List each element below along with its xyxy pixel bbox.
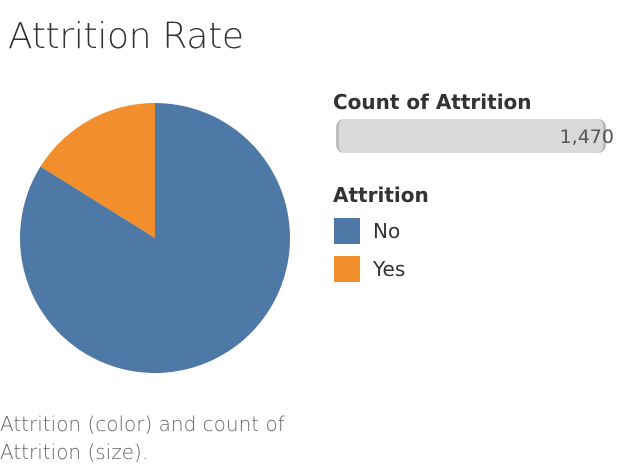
legend-label-no: No — [373, 219, 401, 243]
pie-slice-no[interactable] — [20, 103, 291, 374]
legend-item-yes[interactable]: Yes — [334, 256, 405, 282]
legend-item-no[interactable]: No — [334, 218, 400, 244]
pie-svg — [20, 103, 291, 374]
legend-swatch-yes — [334, 256, 360, 282]
legend-swatch-no — [334, 218, 360, 244]
color-legend-title: Attrition — [333, 183, 429, 207]
pie-slice-yes[interactable] — [40, 103, 156, 238]
pie-chart — [0, 92, 310, 382]
chart-title: Attrition Rate — [8, 16, 244, 57]
size-legend-bar — [336, 119, 606, 153]
chart-caption: Attrition (color) and count of Attrition… — [0, 412, 285, 464]
size-legend-value: 1,470 — [559, 126, 614, 148]
legend-label-yes: Yes — [373, 257, 406, 281]
size-legend-title: Count of Attrition — [333, 90, 532, 114]
